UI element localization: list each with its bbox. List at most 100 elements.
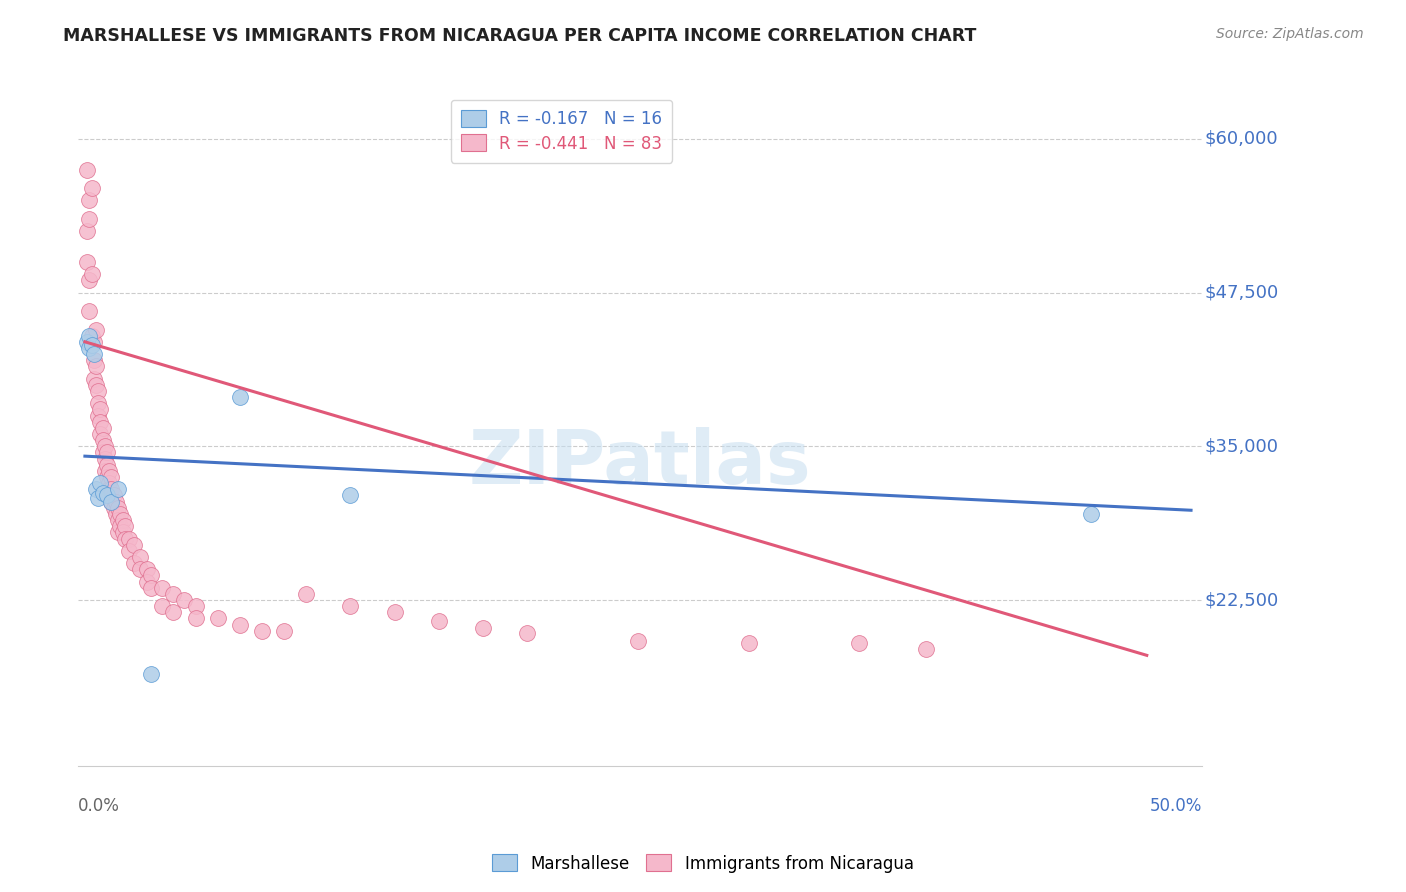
Point — [98, 464, 121, 478]
Point — [96, 488, 118, 502]
Point — [76, 255, 98, 269]
Point — [80, 267, 103, 281]
Point — [100, 494, 122, 508]
Point — [79, 341, 101, 355]
Point — [96, 470, 118, 484]
Point — [110, 507, 132, 521]
Text: Source: ZipAtlas.com: Source: ZipAtlas.com — [1216, 27, 1364, 41]
Point — [94, 451, 117, 466]
Point — [1080, 507, 1102, 521]
Point — [104, 494, 127, 508]
Point — [129, 549, 152, 564]
Point — [100, 494, 122, 508]
Point — [107, 483, 129, 497]
Point — [184, 611, 207, 625]
Point — [162, 605, 184, 619]
Text: $35,000: $35,000 — [1205, 437, 1278, 455]
Text: MARSHALLESE VS IMMIGRANTS FROM NICARAGUA PER CAPITA INCOME CORRELATION CHART: MARSHALLESE VS IMMIGRANTS FROM NICARAGUA… — [63, 27, 977, 45]
Text: 0.0%: 0.0% — [79, 797, 120, 814]
Point — [76, 334, 98, 349]
Point — [89, 402, 111, 417]
Point — [207, 611, 229, 625]
Point — [150, 581, 173, 595]
Point — [914, 642, 936, 657]
Point — [627, 633, 650, 648]
Point — [79, 211, 101, 226]
Point — [89, 415, 111, 429]
Point — [122, 556, 145, 570]
Point — [76, 224, 98, 238]
Point — [80, 328, 103, 343]
Point — [83, 334, 105, 349]
Point — [114, 532, 136, 546]
Point — [87, 396, 110, 410]
Point — [79, 273, 101, 287]
Text: $22,500: $22,500 — [1205, 591, 1278, 609]
Point — [472, 621, 495, 635]
Point — [150, 599, 173, 614]
Point — [79, 194, 101, 208]
Point — [114, 519, 136, 533]
Legend: Marshallese, Immigrants from Nicaragua: Marshallese, Immigrants from Nicaragua — [485, 847, 921, 880]
Point — [737, 636, 759, 650]
Point — [848, 636, 870, 650]
Point — [84, 359, 107, 374]
Point — [79, 328, 101, 343]
Point — [229, 390, 252, 404]
Point — [384, 605, 406, 619]
Text: 50.0%: 50.0% — [1150, 797, 1202, 814]
Point — [91, 421, 114, 435]
Point — [79, 304, 101, 318]
Point — [122, 538, 145, 552]
Point — [98, 476, 121, 491]
Point — [141, 581, 163, 595]
Point — [135, 562, 157, 576]
Point — [103, 500, 125, 515]
Point — [84, 322, 107, 336]
Point — [80, 338, 103, 352]
Point — [295, 587, 318, 601]
Point — [118, 544, 141, 558]
Point — [76, 162, 98, 177]
Point — [427, 614, 450, 628]
Point — [91, 445, 114, 459]
Point — [129, 562, 152, 576]
Point — [516, 626, 538, 640]
Point — [273, 624, 295, 638]
Point — [87, 384, 110, 398]
Point — [250, 624, 273, 638]
Point — [100, 470, 122, 484]
Point — [339, 599, 361, 614]
Point — [91, 486, 114, 500]
Point — [89, 427, 111, 442]
Point — [100, 483, 122, 497]
Point — [111, 525, 134, 540]
Point — [83, 372, 105, 386]
Point — [118, 532, 141, 546]
Point — [94, 439, 117, 453]
Point — [229, 617, 252, 632]
Point — [91, 433, 114, 447]
Point — [107, 525, 129, 540]
Text: $47,500: $47,500 — [1205, 284, 1278, 301]
Point — [141, 568, 163, 582]
Point — [80, 181, 103, 195]
Point — [83, 347, 105, 361]
Point — [107, 513, 129, 527]
Point — [94, 464, 117, 478]
Point — [96, 458, 118, 472]
Point — [104, 507, 127, 521]
Point — [184, 599, 207, 614]
Point — [110, 519, 132, 533]
Point — [87, 491, 110, 505]
Legend: R = -0.167   N = 16, R = -0.441   N = 83: R = -0.167 N = 16, R = -0.441 N = 83 — [451, 100, 672, 162]
Point — [173, 593, 195, 607]
Point — [84, 483, 107, 497]
Point — [98, 483, 121, 497]
Point — [135, 574, 157, 589]
Point — [141, 666, 163, 681]
Point — [111, 513, 134, 527]
Point — [96, 445, 118, 459]
Point — [84, 377, 107, 392]
Point — [162, 587, 184, 601]
